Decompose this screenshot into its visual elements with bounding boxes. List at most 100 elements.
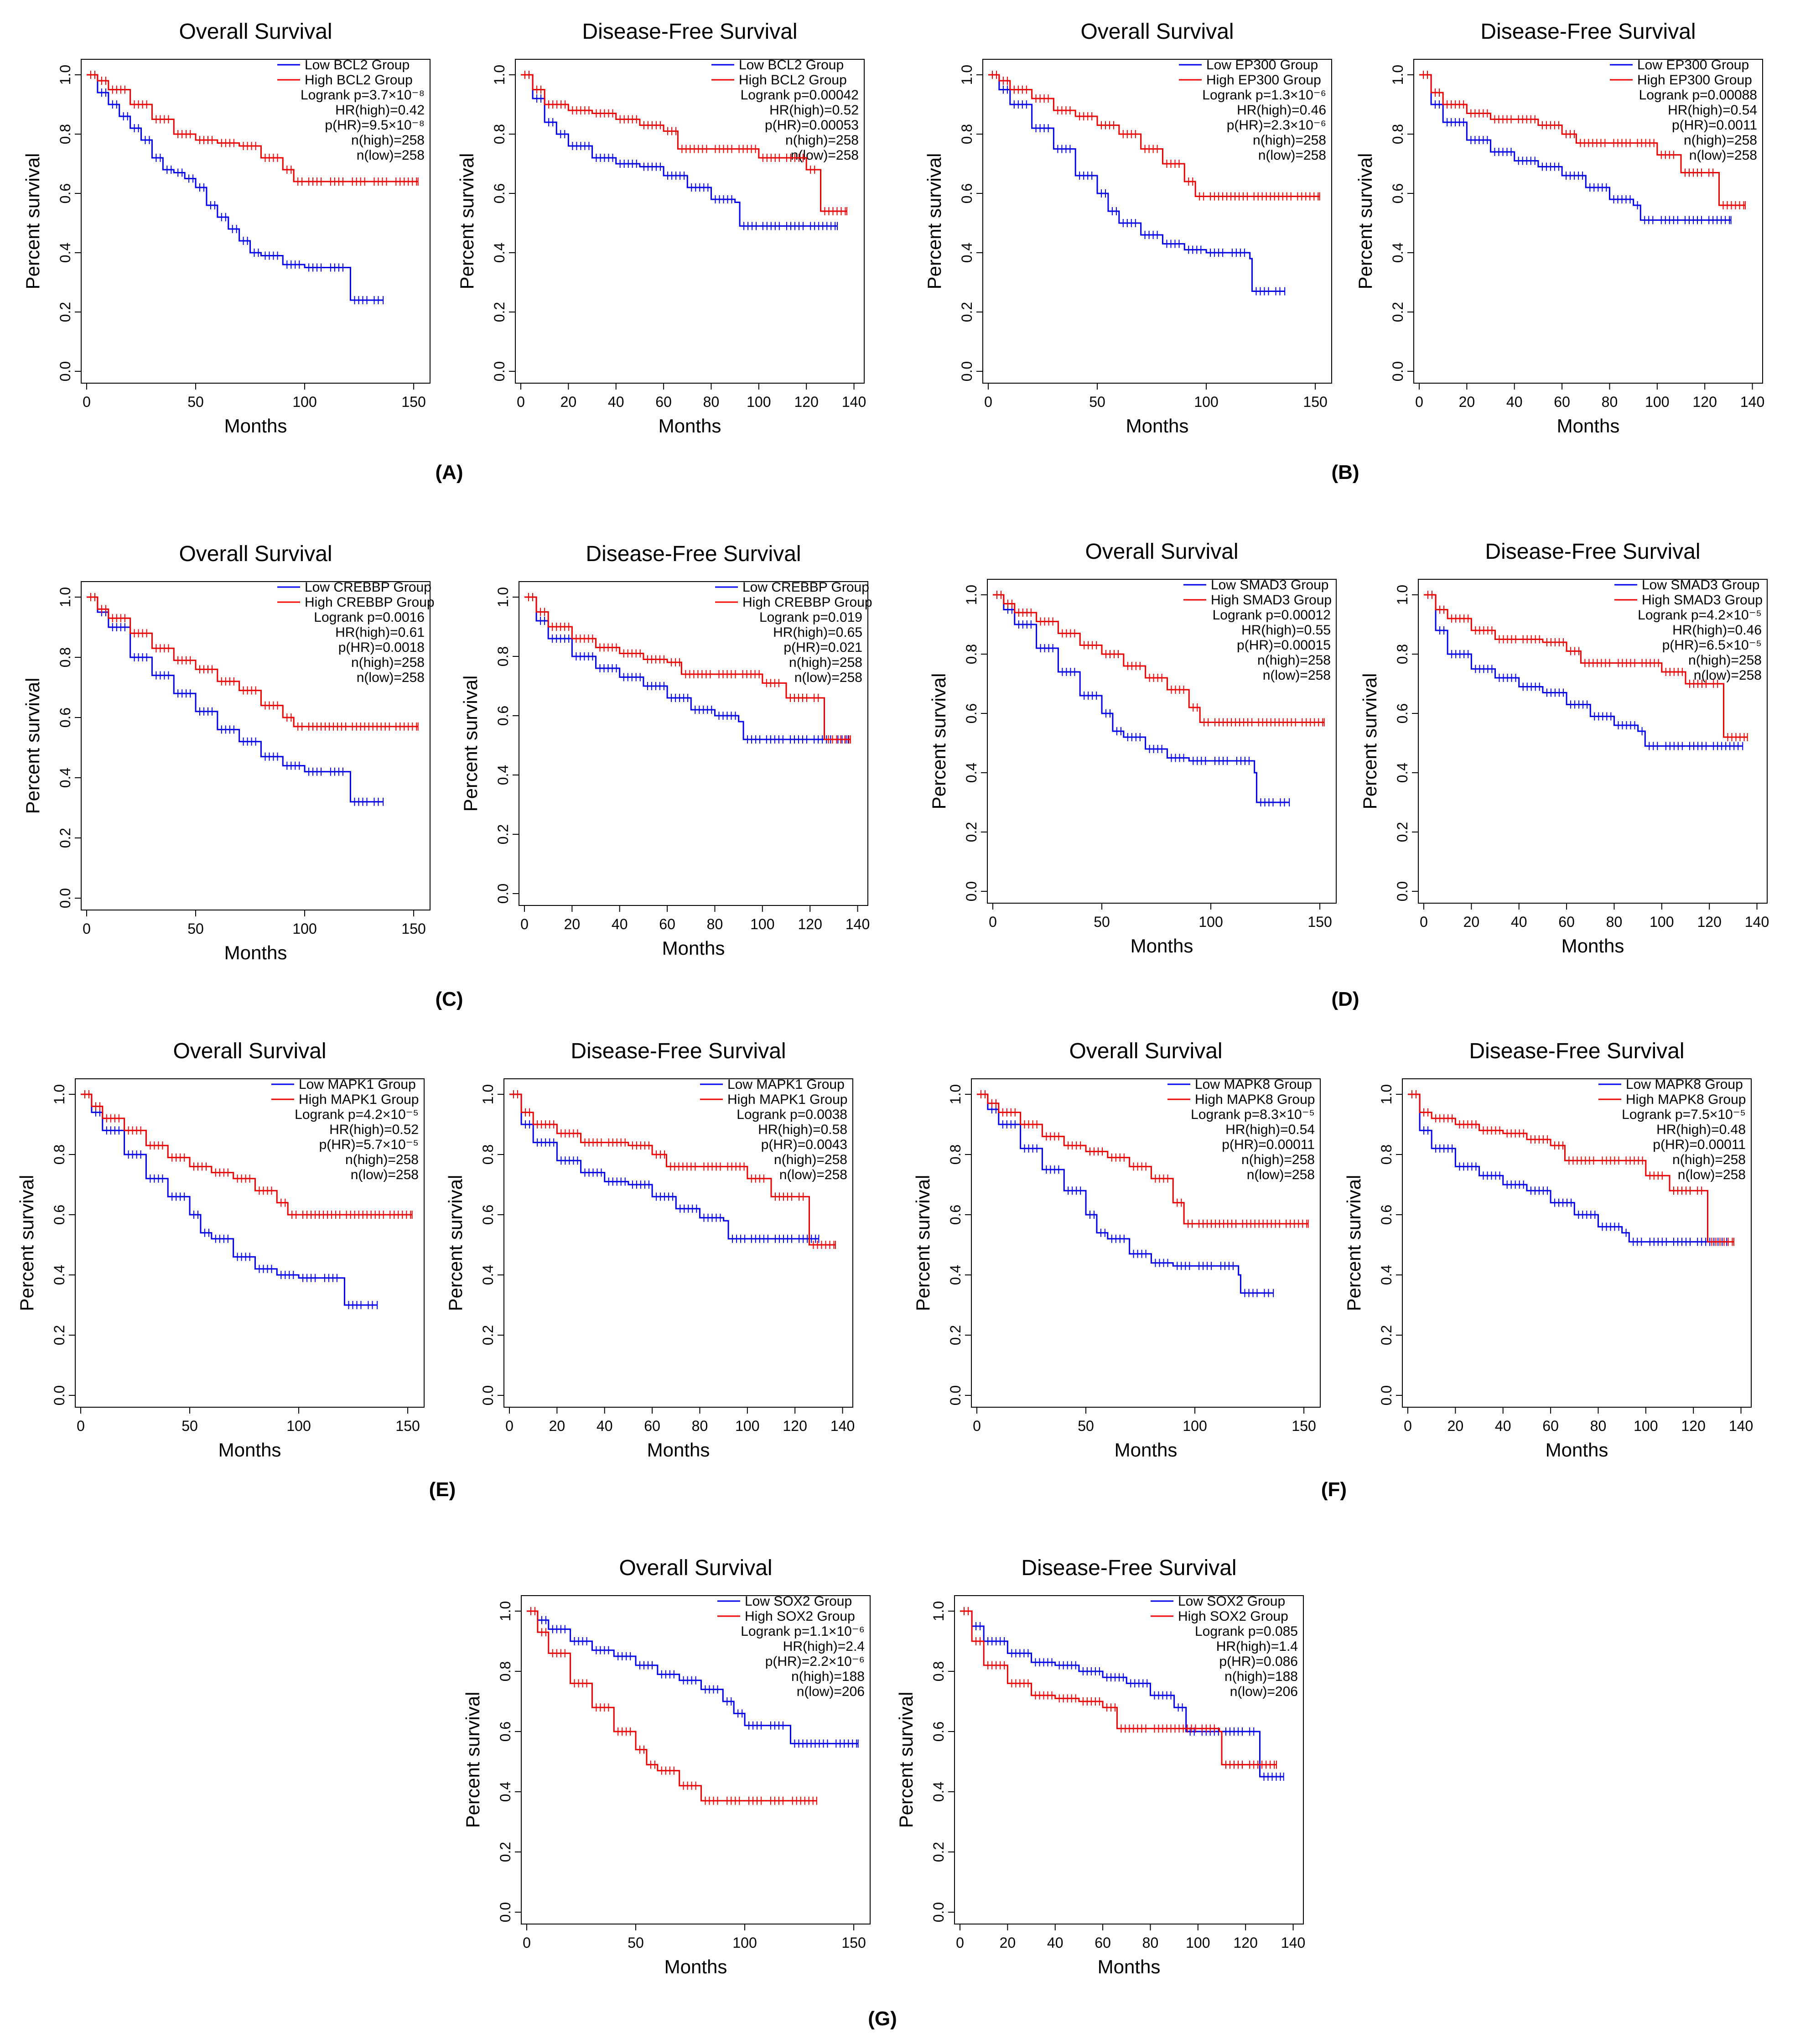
stat-line: HR(high)=0.52 — [329, 1122, 419, 1137]
stat-line: n(low)=258 — [1258, 148, 1326, 163]
legend-label: Low CREBBP Group — [742, 580, 869, 595]
x-tick-label: 60 — [659, 916, 675, 932]
y-tick-label: 1.0 — [947, 1084, 964, 1104]
stat-line: n(high)=188 — [791, 1669, 865, 1684]
stat-line: n(high)=258 — [1688, 653, 1762, 668]
x-tick-label: 80 — [703, 394, 720, 410]
y-tick-label: 0.4 — [51, 1265, 67, 1285]
panel-f: (F) Overall Survival 0 50 100 150 0.0 0.2 0.4 0.6… — [912, 1039, 1753, 1501]
y-axis-label: Percent survival — [22, 678, 43, 814]
stat-line: p(HR)=0.00011 — [1222, 1137, 1315, 1152]
legend-label: Low BCL2 Group — [305, 57, 410, 73]
stat-line: n(high)=258 — [1241, 1152, 1315, 1167]
stat-line: Logrank p=4.2×10⁻⁵ — [295, 1107, 419, 1122]
x-tick-label: 60 — [655, 394, 672, 410]
y-tick-label: 0.2 — [51, 1325, 67, 1345]
legend-label: High BCL2 Group — [739, 73, 847, 88]
y-tick-label: 0.0 — [51, 1385, 67, 1405]
censor-marks-high — [90, 71, 419, 186]
y-tick-label: 0.8 — [963, 644, 980, 664]
stat-line: n(high)=258 — [1253, 133, 1326, 148]
x-tick-label: 20 — [1000, 1935, 1016, 1951]
y-tick-label: 0.8 — [480, 1144, 496, 1165]
legend-label: Low MAPK1 Group — [727, 1077, 845, 1092]
x-tick-label: 0 — [77, 1418, 85, 1434]
km-plot-os-sox2: Overall Survival 0 50 100 150 0.0 0.2 0.4 0.6 0.8… — [462, 1556, 871, 1977]
x-tick-label: 80 — [707, 916, 723, 932]
x-tick-label: 0 — [973, 1418, 981, 1434]
censor-marks-high — [530, 1607, 817, 1805]
km-plot-dfs-bcl2: Disease-Free Survival 0 20 40 60 80 100 120 140 0… — [456, 20, 866, 437]
plot-title: Disease-Free Survival — [571, 1039, 786, 1063]
panel-c: (C) Overall Survival 0 50 100 150 0.0 0.2 0.4 0.6… — [22, 542, 872, 1010]
stat-line: n(high)=258 — [1672, 1152, 1746, 1167]
y-tick-label: 0.0 — [57, 361, 73, 381]
stat-line: p(HR)=2.3×10⁻⁶ — [1227, 118, 1326, 133]
plot-title: Disease-Free Survival — [1469, 1039, 1684, 1063]
x-tick-label: 40 — [1047, 1935, 1064, 1951]
y-tick-label: 0.8 — [491, 124, 508, 144]
stat-line: HR(high)=0.61 — [335, 625, 425, 640]
stat-line: p(HR)=0.0043 — [761, 1137, 847, 1152]
stat-line: n(low)=258 — [357, 670, 425, 685]
x-tick-label: 0 — [517, 394, 525, 410]
y-tick-label: 0.2 — [959, 302, 975, 322]
y-tick-label: 0.6 — [480, 1205, 496, 1225]
legend-label: High EP300 Group — [1637, 73, 1752, 88]
legend-label: High SOX2 Group — [1178, 1609, 1288, 1624]
y-axis-label: Percent survival — [462, 1692, 483, 1828]
legend-label: High EP300 Group — [1206, 73, 1321, 88]
x-axis-label: Months — [224, 942, 287, 963]
km-curve-low — [988, 74, 1285, 292]
stat-line: HR(high)=2.4 — [783, 1639, 865, 1654]
legend-label: High CREBBP Group — [305, 595, 435, 610]
censor-marks-high — [996, 591, 1325, 727]
x-axis-label: Months — [1098, 1956, 1161, 1977]
km-plot-os-smad3: Overall Survival 0 50 100 150 0.0 0.2 0.4 0.6 0.8… — [928, 540, 1337, 957]
legend-label: Low EP300 Group — [1637, 57, 1749, 73]
x-axis-label: Months — [1131, 935, 1193, 957]
x-tick-label: 0 — [520, 916, 529, 932]
legend-label: Low BCL2 Group — [739, 57, 844, 73]
y-axis-label: Percent survival — [445, 1175, 466, 1311]
x-tick-label: 150 — [841, 1935, 866, 1951]
plot-title: Disease-Free Survival — [1485, 540, 1700, 564]
panel-b: (B) Overall Survival 0 50 100 150 0.0 0.2 0.4 0.6… — [923, 20, 1764, 484]
x-tick-label: 100 — [750, 916, 774, 932]
x-tick-label: 80 — [692, 1418, 708, 1434]
km-plot-dfs-ep300: Disease-Free Survival 0 20 40 60 80 100 120 140 0… — [1354, 20, 1764, 437]
y-tick-label: 0.4 — [1394, 763, 1411, 783]
stat-line: p(HR)=0.00011 — [1653, 1137, 1746, 1152]
km-curve-low — [87, 596, 384, 803]
x-tick-label: 80 — [1142, 1935, 1159, 1951]
x-tick-label: 120 — [798, 916, 822, 932]
y-tick-label: 0.4 — [57, 243, 73, 263]
panel-e: (E) Overall Survival 0 50 100 150 0.0 0.2 0.4 0.6… — [16, 1039, 855, 1501]
plot-title: Overall Survival — [179, 20, 332, 44]
y-tick-label: 1.0 — [495, 587, 511, 607]
stat-line: HR(high)=1.4 — [1216, 1639, 1298, 1654]
y-tick-label: 0.4 — [57, 768, 73, 788]
x-axis-label: Months — [659, 415, 721, 437]
x-tick-label: 140 — [830, 1418, 855, 1434]
y-tick-label: 0.4 — [491, 243, 508, 263]
plot-frame — [81, 581, 431, 910]
x-tick-label: 150 — [401, 394, 425, 410]
stat-line: n(low)=258 — [794, 670, 862, 685]
censor-marks-high — [964, 1607, 1277, 1769]
y-tick-label: 0.2 — [1378, 1325, 1395, 1345]
x-tick-label: 40 — [1511, 914, 1527, 930]
legend-label: High SMAD3 Group — [1642, 593, 1763, 608]
censor-marks-high — [992, 71, 1320, 201]
x-tick-label: 120 — [1681, 1418, 1706, 1434]
stat-line: n(low)=258 — [351, 1167, 419, 1182]
censor-marks-high — [524, 71, 847, 215]
stat-line: p(HR)=6.5×10⁻⁵ — [1662, 638, 1762, 653]
x-tick-label: 0 — [956, 1935, 964, 1951]
y-tick-label: 0.4 — [1378, 1265, 1395, 1285]
y-axis-label: Percent survival — [456, 153, 477, 290]
km-curve-high — [87, 74, 418, 182]
x-tick-label: 50 — [628, 1935, 644, 1951]
x-tick-label: 60 — [1554, 394, 1570, 410]
legend-label: Low SMAD3 Group — [1642, 577, 1759, 593]
